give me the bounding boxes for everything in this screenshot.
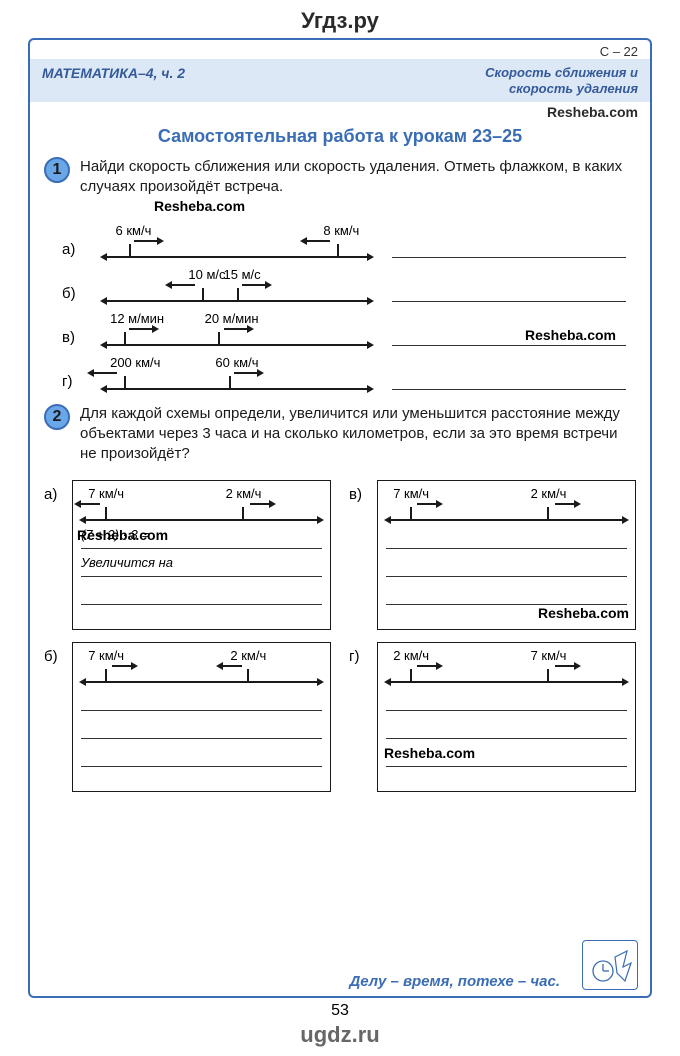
diagram-row: г) 200 км/ч 60 км/ч	[62, 352, 636, 390]
number-line: 200 км/ч 60 км/ч	[102, 352, 372, 390]
speed-label: 200 км/ч	[110, 355, 160, 370]
header-right: Скорость сближения и скорость удаления	[485, 65, 638, 96]
resheba-watermark: Resheba.com	[30, 102, 650, 122]
answer-line[interactable]	[81, 717, 322, 739]
diagram-row: б) 10 м/с 15 м/с	[62, 264, 636, 302]
speed-label: 7 км/ч	[393, 486, 429, 501]
diagram-row: в) 12 м/мин 20 м/мин Resheba.com	[62, 308, 636, 346]
row-label: г)	[62, 373, 82, 390]
answer-line[interactable]: Увеличится на	[81, 555, 322, 577]
number-line: 12 м/мин 20 м/мин	[102, 308, 372, 346]
speed-label: 2 км/ч	[226, 486, 262, 501]
footer-proverb: Делу – время, потехе – час.	[349, 973, 560, 990]
speed-label: 60 км/ч	[215, 355, 258, 370]
header-band: МАТЕМАТИКА–4, ч. 2 Скорость сближения и …	[30, 59, 650, 102]
number-line: 10 м/с 15 м/с	[102, 264, 372, 302]
speed-label: 7 км/ч	[88, 648, 124, 663]
speed-label: 6 км/ч	[116, 223, 152, 238]
answer-line[interactable]	[392, 238, 626, 258]
task-badge-1: 1	[44, 157, 70, 183]
header-left: МАТЕМАТИКА–4, ч. 2	[42, 65, 185, 81]
task-badge-2: 2	[44, 404, 70, 430]
speed-label: 12 м/мин	[110, 311, 164, 326]
lesson-title: Самостоятельная работа к урокам 23–25	[30, 122, 650, 157]
cell-label: в)	[349, 480, 369, 630]
resheba-watermark: Resheba.com	[384, 745, 475, 761]
task-2: 2 Для каждой схемы определи, увеличится …	[30, 404, 650, 473]
speed-label: 7 км/ч	[88, 486, 124, 501]
answer-line[interactable]	[81, 689, 322, 711]
row-label: б)	[62, 285, 82, 302]
row-label: в)	[62, 329, 82, 346]
speed-label: 2 км/ч	[531, 486, 567, 501]
watermark-top: Угдз.ру	[0, 0, 680, 38]
answer-line[interactable]	[81, 745, 322, 767]
resheba-watermark: Resheba.com	[538, 605, 629, 621]
page-number: 53	[0, 998, 680, 1020]
answer-line[interactable]	[386, 583, 627, 605]
footer-icon	[582, 940, 638, 990]
cell-label: б)	[44, 642, 64, 792]
answer-line[interactable]: Resheba.com	[392, 326, 626, 346]
task-2-text: Для каждой схемы определи, увеличится ил…	[80, 404, 636, 465]
answer-line[interactable]	[392, 282, 626, 302]
number-line: 6 км/ч 8 км/ч	[102, 220, 372, 258]
speed-label: 15 м/с	[224, 267, 261, 282]
answer-line[interactable]	[386, 527, 627, 549]
resheba-watermark: Resheba.com	[525, 327, 616, 343]
cell-label: а)	[44, 480, 64, 630]
scheme-cell: в) 7 км/ч 2 км/ч Resheba.com	[349, 480, 636, 630]
scheme-cell: а) 7 км/ч 2 км/ч (7 + 2) · 3 = Увеличитс…	[44, 480, 331, 630]
scheme-box: 7 км/ч 2 км/ч	[72, 642, 331, 792]
scheme-cell: г) 2 км/ч 7 км/ч Resheba.com	[349, 642, 636, 792]
scheme-box: 2 км/ч 7 км/ч Resheba.com	[377, 642, 636, 792]
speed-label: 2 км/ч	[230, 648, 266, 663]
speed-label: 8 км/ч	[323, 223, 359, 238]
answer-line[interactable]	[386, 717, 627, 739]
diagram-row: а) 6 км/ч 8 км/ч	[62, 220, 636, 258]
speed-label: 10 м/с	[188, 267, 225, 282]
watermark-bottom: ugdz.ru	[0, 1020, 680, 1048]
speed-label: 20 м/мин	[205, 311, 259, 326]
task-1: 1 Найди скорость сближения или скорость …	[30, 157, 650, 404]
row-label: а)	[62, 241, 82, 258]
answer-line[interactable]	[386, 555, 627, 577]
resheba-inline-1: Resheba.com	[44, 198, 636, 214]
header-right-l1: Скорость сближения и	[485, 65, 638, 81]
task-2-grid: а) 7 км/ч 2 км/ч (7 + 2) · 3 = Увеличитс…	[30, 472, 650, 800]
task-1-text: Найди скорость сближения или скорость уд…	[80, 157, 636, 198]
answer-line[interactable]	[386, 689, 627, 711]
page-code: С – 22	[30, 40, 650, 59]
scheme-box: 7 км/ч 2 км/ч Resheba.com	[377, 480, 636, 630]
scheme-cell: б) 7 км/ч 2 км/ч	[44, 642, 331, 792]
resheba-watermark: Resheba.com	[77, 527, 168, 543]
header-right-l2: скорость удаления	[485, 81, 638, 97]
page-frame: С – 22 МАТЕМАТИКА–4, ч. 2 Скорость сближ…	[28, 38, 652, 998]
answer-line[interactable]	[81, 583, 322, 605]
scheme-box: 7 км/ч 2 км/ч (7 + 2) · 3 = Увеличится н…	[72, 480, 331, 630]
cell-label: г)	[349, 642, 369, 792]
speed-label: 2 км/ч	[393, 648, 429, 663]
speed-label: 7 км/ч	[531, 648, 567, 663]
answer-line[interactable]	[392, 370, 626, 390]
